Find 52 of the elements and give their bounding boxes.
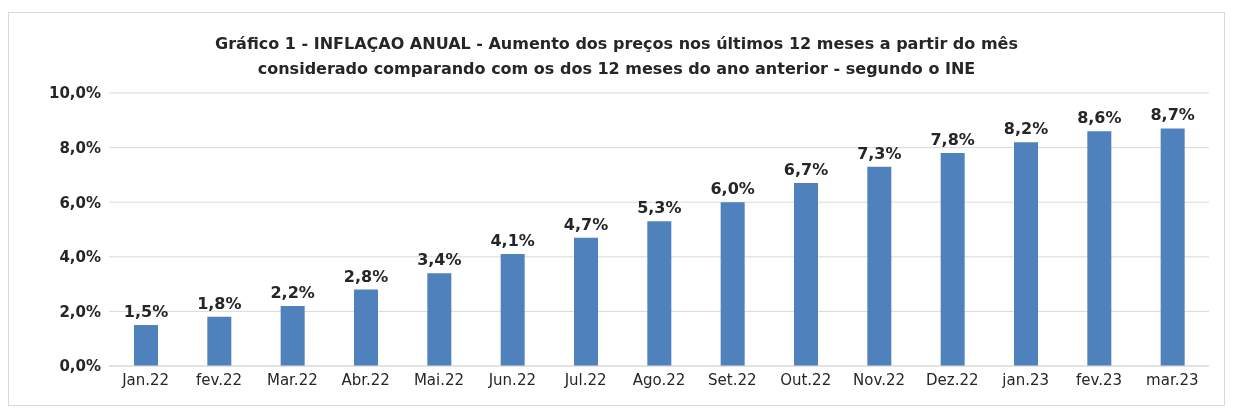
data-label: 2,8%	[343, 266, 389, 286]
x-tick-label: Set.22	[708, 370, 757, 389]
data-label: 8,7%	[1150, 105, 1195, 125]
y-tick-label: 10,0%	[48, 84, 101, 103]
bar	[647, 221, 672, 366]
data-label: 6,0%	[710, 179, 755, 199]
x-tick-label: Mai.22	[413, 370, 465, 389]
bar	[354, 289, 378, 366]
data-label: 4,7%	[563, 214, 609, 234]
data-label: 8,6%	[1077, 108, 1122, 128]
y-tick-label: 6,0%	[59, 193, 101, 212]
x-tick-label: mar.23	[1146, 370, 1199, 389]
bar	[794, 183, 818, 366]
data-label: 7,8%	[930, 130, 975, 150]
data-label: 2,2%	[270, 282, 315, 302]
bar	[720, 202, 745, 366]
x-tick-label: fev.22	[195, 370, 243, 389]
data-label: 6,7%	[783, 160, 829, 180]
bar	[134, 325, 158, 366]
bar	[574, 237, 598, 366]
x-tick-label: Jul.22	[563, 370, 607, 389]
x-tick-label: Abr.22	[341, 370, 390, 389]
bar	[500, 254, 525, 366]
y-tick-label: 8,0%	[59, 138, 101, 157]
x-tick-label: Ago.22	[632, 370, 686, 389]
x-tick-label: Out.22	[780, 370, 832, 389]
bar	[1087, 131, 1112, 366]
bar	[1014, 142, 1038, 366]
bar	[940, 153, 965, 366]
y-tick-label: 2,0%	[59, 302, 101, 321]
data-label: 5,3%	[637, 198, 682, 218]
bar	[1160, 128, 1185, 366]
x-tick-label: fev.23	[1075, 370, 1123, 389]
data-label: 4,1%	[490, 231, 535, 251]
x-tick-label: Dez.22	[926, 370, 979, 389]
x-tick-label: Nov.22	[853, 370, 905, 389]
y-tick-label: 4,0%	[59, 248, 101, 267]
y-tick-label: 0,0%	[59, 357, 101, 376]
bar	[867, 166, 892, 366]
data-label: 8,2%	[1003, 119, 1049, 139]
chart-title: Gráfico 1 - INFLAÇAO ANUAL - Aumento dos preços nos últimos 12 meses a partir do mês considerado comparando com os dos 12 meses do ano anterior - segundo o INE	[214, 33, 1019, 80]
x-tick-label: Jan.22	[121, 370, 170, 389]
x-tick-label: Jun.22	[487, 370, 536, 389]
bar	[207, 316, 232, 366]
x-tick-label: Mar.22	[266, 370, 318, 389]
data-label: 7,3%	[857, 143, 902, 163]
data-label: 1,8%	[197, 293, 242, 313]
data-label: 3,4%	[417, 250, 462, 270]
bar	[280, 305, 305, 366]
data-label: 1,5%	[123, 302, 169, 322]
x-tick-label: jan.23	[1001, 370, 1050, 389]
bar	[427, 273, 452, 366]
